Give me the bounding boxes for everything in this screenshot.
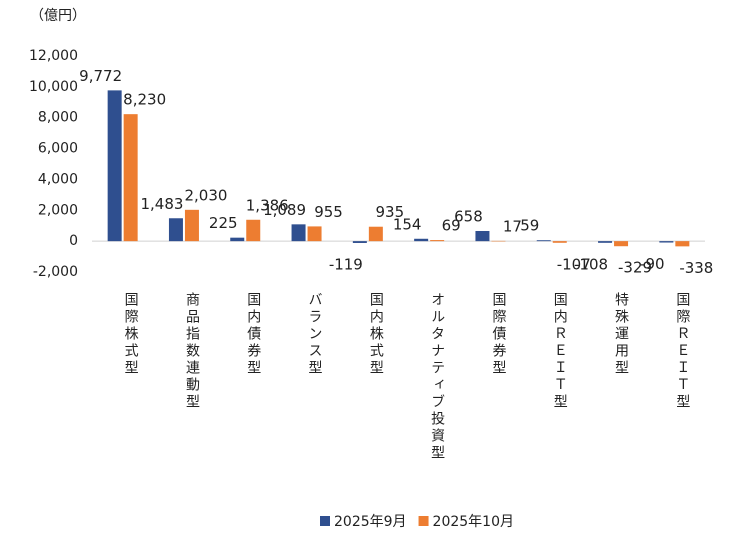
bar bbox=[291, 224, 306, 242]
y-tick-label: 10,000 bbox=[29, 79, 78, 95]
data-label: 2,030 bbox=[184, 186, 227, 204]
legend-swatch bbox=[418, 516, 429, 526]
y-tick-label: 2,000 bbox=[38, 202, 78, 218]
x-tick-label: 国内株式型 bbox=[368, 292, 384, 377]
bar bbox=[552, 241, 567, 243]
bar bbox=[659, 241, 674, 243]
bar bbox=[414, 238, 429, 242]
x-tick-label: 特殊運用型 bbox=[613, 292, 629, 377]
bar bbox=[184, 209, 199, 242]
bar bbox=[352, 241, 367, 243]
bar bbox=[475, 230, 490, 242]
data-label: 1,386 bbox=[246, 196, 289, 214]
data-label: 8,230 bbox=[123, 91, 166, 109]
bar bbox=[598, 241, 613, 243]
data-label: 225 bbox=[209, 214, 238, 232]
bar bbox=[107, 90, 122, 242]
data-label: 17 bbox=[503, 217, 522, 235]
bar bbox=[675, 241, 690, 247]
bar bbox=[368, 226, 383, 242]
y-tick-label: 0 bbox=[69, 233, 78, 249]
data-label: -90 bbox=[640, 255, 665, 273]
y-tick-label: 8,000 bbox=[38, 110, 78, 126]
y-tick-label: 4,000 bbox=[38, 171, 78, 187]
data-label: 9,772 bbox=[79, 67, 122, 85]
x-tick-label: オルタナティブ投資型 bbox=[429, 292, 445, 462]
bar bbox=[491, 240, 506, 242]
data-label: 955 bbox=[314, 203, 343, 221]
data-label: 1,483 bbox=[140, 195, 183, 213]
y-tick-label: 6,000 bbox=[38, 141, 78, 157]
bar bbox=[123, 114, 138, 242]
bar bbox=[246, 219, 261, 242]
bar bbox=[230, 237, 245, 242]
data-label: 1,089 bbox=[263, 201, 306, 219]
x-tick-label: 国際株式型 bbox=[123, 292, 139, 377]
data-label: 69 bbox=[442, 217, 461, 235]
data-label: 658 bbox=[454, 207, 483, 225]
legend-swatch bbox=[320, 516, 330, 526]
data-label: -108 bbox=[574, 255, 608, 273]
y-tick-label: 12,000 bbox=[29, 48, 78, 64]
bar bbox=[614, 241, 629, 247]
x-tick-label: 国際ＲＥＩＴ型 bbox=[674, 292, 690, 411]
y-tick-label: -2,000 bbox=[33, 264, 78, 280]
x-tick-label: 国際債券型 bbox=[490, 292, 506, 377]
legend-label: 2025年9月 bbox=[334, 514, 407, 530]
data-label: 59 bbox=[520, 217, 539, 235]
bar bbox=[536, 240, 551, 242]
bar bbox=[168, 218, 183, 242]
unit-label: （億円） bbox=[30, 8, 86, 24]
x-tick-label: 国内債券型 bbox=[245, 292, 261, 377]
data-label: 154 bbox=[393, 215, 422, 233]
bar bbox=[430, 240, 445, 242]
x-tick-label: 国内ＲＥＩＴ型 bbox=[552, 292, 568, 411]
data-label: -329 bbox=[618, 259, 652, 277]
legend-label: 2025年10月 bbox=[433, 514, 514, 530]
data-label: 935 bbox=[376, 203, 405, 221]
x-tick-label: バランス型 bbox=[307, 292, 323, 377]
data-label: -119 bbox=[329, 255, 363, 273]
data-label: -338 bbox=[679, 259, 713, 277]
data-label: -107 bbox=[557, 255, 591, 273]
x-tick-label: 商品指数連動型 bbox=[184, 292, 200, 411]
bar bbox=[307, 226, 322, 242]
